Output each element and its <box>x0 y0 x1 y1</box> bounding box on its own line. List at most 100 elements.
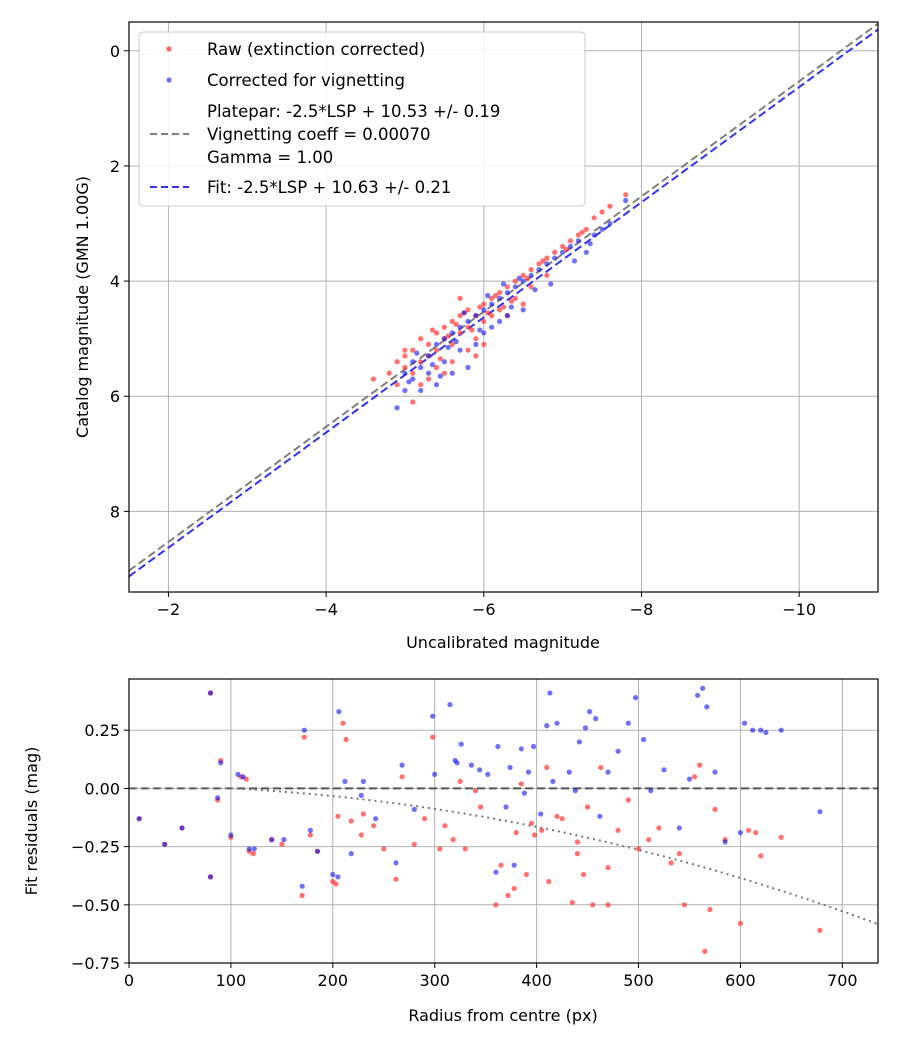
x-tick-label: 100 <box>216 971 247 990</box>
raw-point <box>544 272 550 278</box>
y-tick-label: 0.00 <box>84 779 120 798</box>
corrected-point <box>695 692 701 698</box>
top-ticks: −2 −4 −6 −8 −10 0 2 4 6 8 <box>110 42 816 619</box>
top-y-axis-label: Catalog magnitude (GMN 1.00G) <box>73 176 92 438</box>
corrected-point <box>449 370 455 376</box>
corrected-point <box>554 720 560 726</box>
corrected-point <box>704 704 710 710</box>
line-platepar <box>129 22 878 572</box>
raw-point <box>504 284 510 290</box>
corrected-point <box>453 338 459 345</box>
x-tick-label: 0 <box>124 971 134 990</box>
corrected-point <box>676 825 682 831</box>
corrected-point <box>758 727 764 733</box>
raw-point <box>605 865 611 871</box>
top-plot-frame <box>128 21 879 593</box>
raw-point <box>615 827 621 833</box>
corrected-point <box>712 769 718 775</box>
corrected-point <box>430 713 436 719</box>
raw-point <box>493 292 499 299</box>
corrected-point <box>497 318 503 324</box>
y-tick-label: 2 <box>110 157 120 176</box>
corrected-point <box>508 304 514 310</box>
line-fit <box>129 28 878 578</box>
raw-point <box>737 920 744 927</box>
raw-point <box>605 902 611 908</box>
corrected-point <box>402 387 408 394</box>
corrected-point <box>512 284 518 290</box>
bottom-grid <box>128 679 878 964</box>
raw-point <box>250 851 256 857</box>
corrected-point <box>399 762 405 768</box>
corrected-point <box>531 743 537 750</box>
top-fit-lines <box>129 22 878 578</box>
corrected-point <box>445 344 451 350</box>
raw-point <box>778 834 784 840</box>
raw-point <box>528 284 534 290</box>
corrected-point <box>778 727 784 733</box>
x-tick-label: 300 <box>419 971 450 990</box>
corrected-point <box>235 771 241 778</box>
corrected-point <box>520 307 526 313</box>
corrected-point <box>394 405 400 411</box>
raw-point <box>399 774 405 780</box>
raw-point <box>697 762 703 768</box>
corrected-point <box>582 725 589 731</box>
corrected-point <box>576 739 583 745</box>
raw-point <box>635 846 642 852</box>
corrected-point <box>547 690 553 696</box>
corrected-point <box>571 258 578 264</box>
corrected-point <box>504 290 510 296</box>
top-legend: Raw (extinction corrected) Corrected for… <box>138 31 586 207</box>
x-tick-label: −2 <box>157 600 181 619</box>
corrected-point <box>426 353 432 359</box>
corrected-point <box>457 324 463 330</box>
corrected-point <box>597 813 603 819</box>
corrected-point <box>406 379 412 385</box>
corrected-point <box>433 341 440 347</box>
raw-point <box>497 307 503 313</box>
raw-point <box>524 275 530 281</box>
raw-point <box>333 881 339 887</box>
corrected-point <box>465 318 471 324</box>
raw-point <box>505 892 511 899</box>
raw-point <box>575 232 582 238</box>
raw-point <box>457 295 463 301</box>
corrected-point <box>429 362 436 368</box>
raw-point <box>343 736 349 743</box>
corrected-point <box>538 811 544 817</box>
raw-point <box>394 359 400 365</box>
corrected-point <box>335 874 341 880</box>
corrected-point <box>473 313 479 319</box>
top-scatter-points <box>370 192 629 411</box>
corrected-point <box>521 790 528 796</box>
legend-corrected-label: Corrected for vignetting <box>207 71 405 90</box>
raw-point <box>394 382 400 388</box>
y-tick-label: −0.50 <box>71 896 120 915</box>
raw-point <box>539 827 545 833</box>
raw-point <box>307 832 313 838</box>
raw-point <box>418 382 424 388</box>
corrected-point <box>504 313 510 319</box>
top-x-axis-label: Uncalibrated magnitude <box>406 633 600 652</box>
corrected-point <box>625 720 631 726</box>
raw-point <box>598 764 604 771</box>
corrected-point <box>566 769 572 775</box>
raw-point <box>532 832 538 838</box>
corrected-point <box>552 255 558 261</box>
corrected-point <box>432 771 438 778</box>
raw-point <box>528 267 534 273</box>
raw-point <box>449 341 455 347</box>
x-tick-label: 600 <box>725 971 756 990</box>
raw-point <box>450 837 456 843</box>
raw-point <box>591 215 597 221</box>
corrected-point <box>461 310 467 316</box>
raw-point <box>370 376 376 382</box>
x-tick-label: 400 <box>521 971 552 990</box>
corrected-point <box>437 373 443 379</box>
raw-point <box>335 813 341 819</box>
x-tick-label: −10 <box>782 600 816 619</box>
raw-point <box>817 927 823 934</box>
corrected-point <box>548 281 554 287</box>
